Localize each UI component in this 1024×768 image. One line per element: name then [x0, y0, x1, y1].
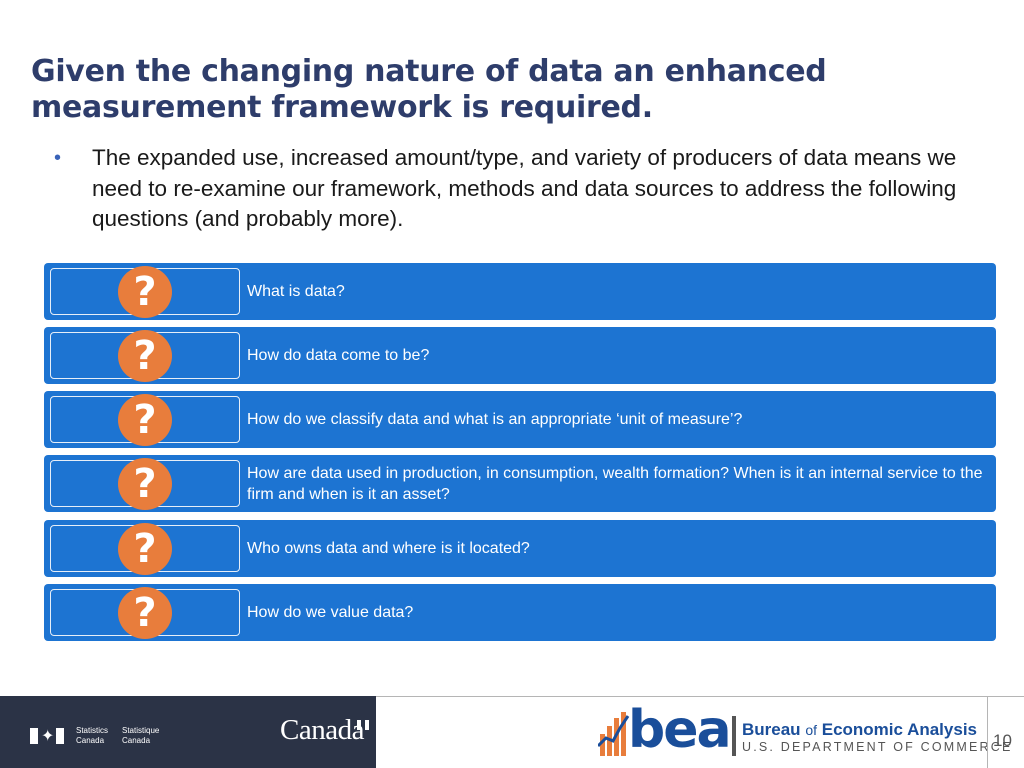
question-row: ? How do we value data?: [44, 584, 996, 641]
bea-wordmark: bea: [628, 700, 732, 760]
title-line-2: measurement framework is required.: [31, 90, 653, 125]
question-row: ? What is data?: [44, 263, 996, 320]
question-row: ? Who owns data and where is it located?: [44, 520, 996, 577]
question-row: ? How do data come to be?: [44, 327, 996, 384]
bullet-text: The expanded use, increased amount/type,…: [92, 145, 957, 231]
question-mark-icon: ?: [118, 330, 172, 382]
question-mark-icon: ?: [118, 458, 172, 510]
question-text: How do data come to be?: [247, 347, 430, 364]
question-text: How do we value data?: [247, 604, 414, 621]
question-row: ? How are data used in production, in co…: [44, 455, 996, 512]
statcan-footer-band: ✦ Statistics Canada Statistique Canada: [0, 696, 376, 768]
page-number-divider: [987, 696, 988, 768]
question-text: What is data?: [247, 283, 345, 300]
canada-wordmark-flag-icon: [357, 720, 369, 730]
slide-title: Given the changing nature of data an enh…: [31, 54, 931, 126]
question-row: ? How do we classify data and what is an…: [44, 391, 996, 448]
bullet-item: • The expanded use, increased amount/typ…: [54, 143, 994, 235]
bea-department: U.S. DEPARTMENT OF COMMERCE: [742, 740, 1013, 754]
question-text: Who owns data and where is it located?: [247, 540, 530, 557]
question-mark-icon: ?: [118, 266, 172, 318]
bea-separator: [732, 716, 736, 756]
canada-wordmark: Canada: [280, 714, 364, 746]
footer-divider: [376, 696, 1024, 697]
page-number: 10: [993, 731, 1012, 750]
bea-chart-logo-icon: [598, 712, 630, 756]
bullet-dot-icon: •: [54, 147, 62, 169]
title-line-1: Given the changing nature of data an enh…: [31, 54, 827, 89]
question-mark-icon: ?: [118, 523, 172, 575]
bea-full-name: Bureau of Economic Analysis: [742, 720, 977, 739]
canada-flag-icon: ✦: [30, 726, 64, 745]
statcan-english-name: Statistics Canada: [76, 726, 109, 745]
statcan-french-name: Statistique Canada: [122, 726, 160, 745]
question-mark-icon: ?: [118, 394, 172, 446]
question-mark-icon: ?: [118, 587, 172, 639]
question-text: How are data used in production, in cons…: [247, 464, 983, 503]
question-text: How do we classify data and what is an a…: [247, 411, 743, 428]
